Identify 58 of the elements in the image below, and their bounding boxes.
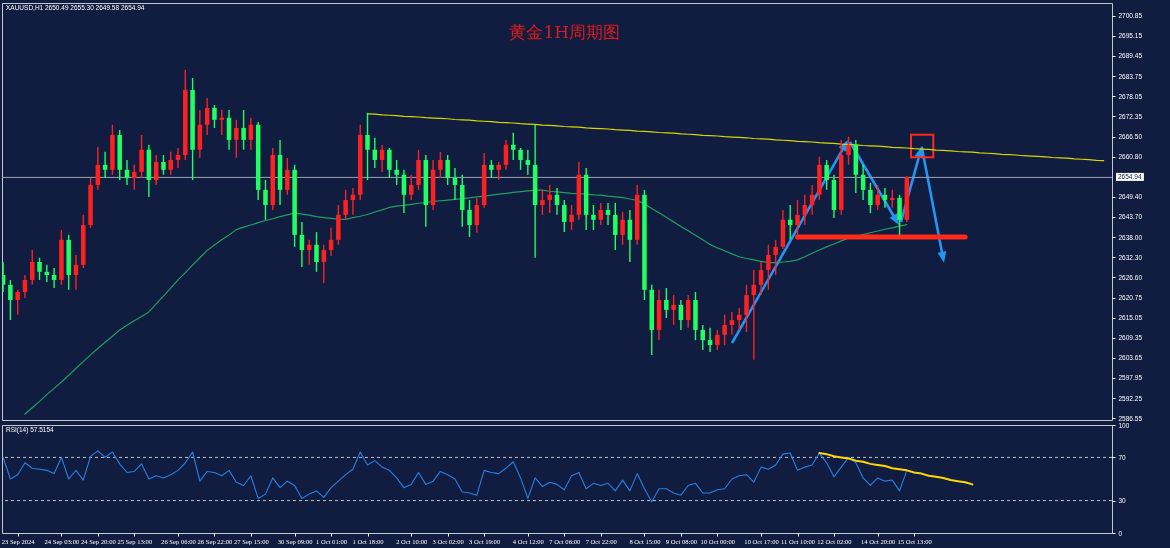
candlestick xyxy=(540,189,545,216)
candlestick xyxy=(263,179,268,221)
candlestick xyxy=(620,211,625,246)
candlestick xyxy=(161,154,166,176)
candlestick xyxy=(139,134,144,179)
candlestick xyxy=(758,261,764,296)
candlestick xyxy=(241,109,246,151)
candlestick xyxy=(102,151,108,179)
text: 黄金1H周期图 xyxy=(509,22,621,42)
candlestick xyxy=(394,159,399,186)
line-series xyxy=(24,189,908,415)
candlestick xyxy=(591,204,596,231)
candlestick xyxy=(715,329,720,351)
candlestick xyxy=(846,136,851,166)
candlestick xyxy=(766,244,771,291)
candlestick xyxy=(387,147,392,179)
candlestick xyxy=(445,154,450,186)
line-series xyxy=(366,113,1105,162)
candlestick xyxy=(511,132,516,161)
candlestick xyxy=(365,112,370,181)
candlestick xyxy=(562,199,567,233)
candlestick xyxy=(15,289,20,316)
line-series xyxy=(2,450,908,503)
candlestick xyxy=(343,189,348,221)
line-series xyxy=(818,452,974,486)
candlestick xyxy=(8,279,13,321)
candlestick xyxy=(518,147,523,171)
candlestick xyxy=(29,249,35,286)
candlestick xyxy=(467,199,472,238)
candlestick xyxy=(875,184,880,211)
candlestick xyxy=(51,267,57,289)
candlestick xyxy=(547,184,552,214)
candlestick xyxy=(2,261,6,293)
candlestick xyxy=(569,204,574,231)
candlestick xyxy=(234,119,239,159)
candlestick xyxy=(314,231,319,273)
candlestick xyxy=(525,149,531,176)
candlestick xyxy=(671,294,676,326)
candlestick xyxy=(132,164,137,191)
candlestick xyxy=(729,311,735,336)
candlestick xyxy=(613,202,618,251)
candlestick xyxy=(212,104,217,129)
candlestick xyxy=(897,194,902,236)
candlestick xyxy=(175,147,181,169)
candlestick xyxy=(773,239,778,276)
candlestick xyxy=(707,327,713,353)
candlestick xyxy=(722,314,727,346)
candlestick xyxy=(664,287,669,319)
candlestick xyxy=(438,151,443,179)
candlestick xyxy=(168,151,173,176)
candlestick xyxy=(868,182,873,214)
candlestick xyxy=(285,157,290,196)
candlestick xyxy=(219,109,224,136)
candlestick xyxy=(37,257,42,281)
candlestick xyxy=(744,284,749,333)
candlestick xyxy=(598,202,603,226)
candlestick xyxy=(824,159,829,191)
candlestick xyxy=(605,202,611,226)
